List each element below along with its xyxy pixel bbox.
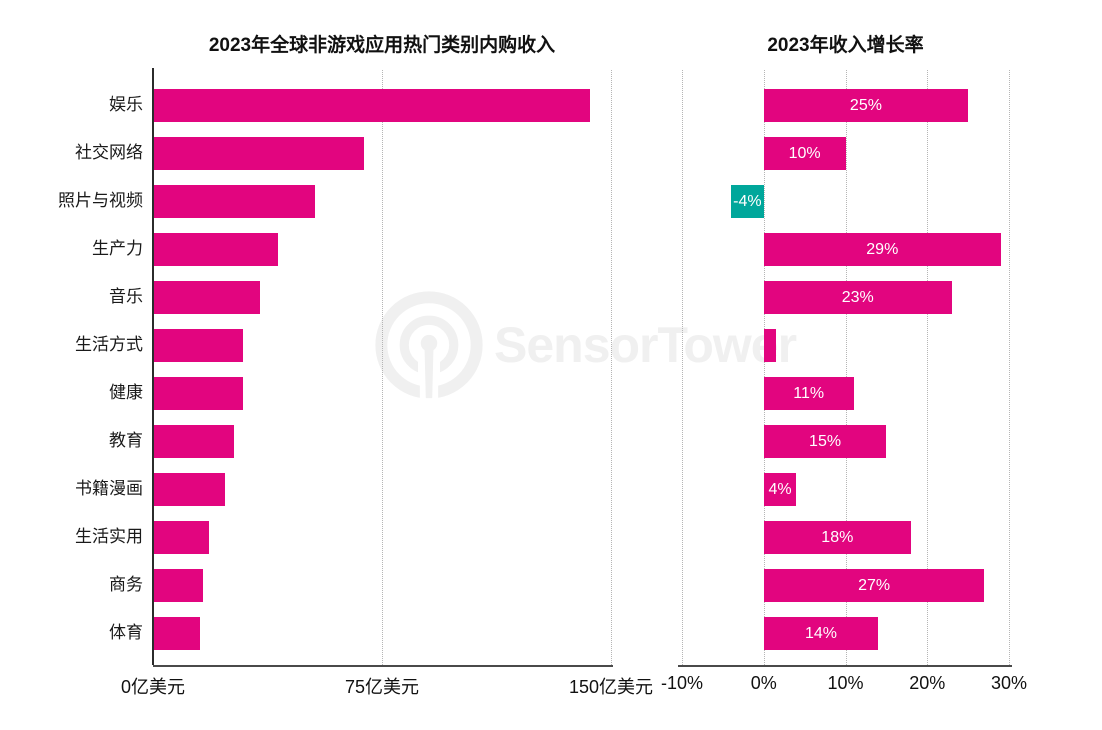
- revenue-chart-x-axis-line: [153, 665, 613, 667]
- growth-bar: [763, 616, 879, 650]
- bar-value-label: -4%: [733, 192, 762, 210]
- x-axis-tick-label: 150亿美元: [568, 677, 654, 697]
- gridline: [382, 70, 383, 665]
- category-label: 娱乐: [109, 95, 143, 114]
- category-label: 音乐: [109, 287, 143, 306]
- bar-value-label: 4%: [768, 480, 792, 498]
- x-axis-tick-label: 75亿美元: [344, 677, 420, 697]
- revenue-chart-title: 2023年全球非游戏应用热门类别内购收入: [208, 35, 556, 56]
- x-axis-tick-label: 10%: [827, 673, 864, 693]
- revenue-bar: [153, 232, 279, 266]
- revenue-bar: [153, 472, 225, 506]
- revenue-chart-y-axis-line: [152, 68, 154, 665]
- category-label: 生产力: [92, 239, 143, 258]
- growth-chart-plot: 25% 10% -4% 29% 23% 11% 15% 4% 18% 27% 14%: [682, 70, 1010, 665]
- bar-value-label: 14%: [804, 624, 837, 642]
- revenue-bar: [153, 568, 204, 602]
- revenue-chart-plot: [153, 70, 612, 665]
- category-label: 健康: [109, 383, 143, 402]
- growth-bar: [763, 328, 776, 362]
- revenue-bar: [153, 88, 590, 122]
- growth-bar: [763, 232, 1001, 266]
- gridline: [845, 70, 847, 665]
- category-label: 社交网络: [75, 143, 143, 162]
- gridline: [682, 70, 683, 665]
- growth-chart-title: 2023年收入增长率: [767, 35, 924, 56]
- x-axis-tick-label: -10%: [660, 673, 704, 693]
- revenue-bar: [153, 424, 234, 458]
- gridline: [763, 70, 765, 665]
- x-axis-tick-label: 20%: [909, 673, 946, 693]
- revenue-bar: [153, 616, 201, 650]
- x-axis-tick-label: 0亿美元: [120, 677, 186, 697]
- growth-bar: [731, 184, 764, 218]
- growth-bar: [763, 376, 854, 410]
- bar-value-label: 18%: [821, 528, 854, 546]
- revenue-bar: [153, 280, 260, 314]
- bar-value-label: 25%: [849, 96, 882, 114]
- growth-bar: [763, 424, 887, 458]
- growth-bar: [763, 520, 911, 554]
- gridline: [611, 70, 612, 665]
- revenue-bar: [153, 136, 364, 170]
- bar-value-label: 11%: [793, 384, 825, 402]
- category-label: 教育: [109, 431, 143, 450]
- category-label: 照片与视频: [58, 191, 143, 210]
- growth-bar: [763, 88, 969, 122]
- category-label: 体育: [109, 623, 143, 642]
- gridline: [927, 70, 929, 665]
- growth-bar: [763, 568, 985, 602]
- bar-value-label: 27%: [858, 576, 891, 594]
- x-axis-tick-label: 30%: [990, 673, 1028, 693]
- bar-value-label: 29%: [866, 240, 899, 258]
- revenue-bar: [153, 376, 244, 410]
- bar-value-label: 10%: [788, 144, 821, 162]
- growth-chart-x-axis-line: [678, 665, 1012, 667]
- category-label: 书籍漫画: [75, 479, 143, 498]
- x-axis-tick-label: 0%: [750, 673, 777, 693]
- growth-bar: [763, 280, 952, 314]
- category-label: 生活方式: [75, 335, 143, 354]
- growth-bar: [763, 136, 846, 170]
- growth-bar: [763, 472, 797, 506]
- revenue-bar: [153, 184, 315, 218]
- bar-value-label: 15%: [809, 432, 842, 450]
- bar-value-label: 23%: [841, 288, 874, 306]
- revenue-bar: [153, 520, 210, 554]
- revenue-bar: [153, 328, 244, 362]
- gridline: [1009, 70, 1010, 665]
- category-label: 商务: [109, 575, 143, 594]
- category-axis-labels: 娱乐社交网络照片与视频生产力音乐生活方式健康教育书籍漫画生活实用商务体育: [18, 70, 143, 665]
- category-label: 生活实用: [75, 527, 143, 546]
